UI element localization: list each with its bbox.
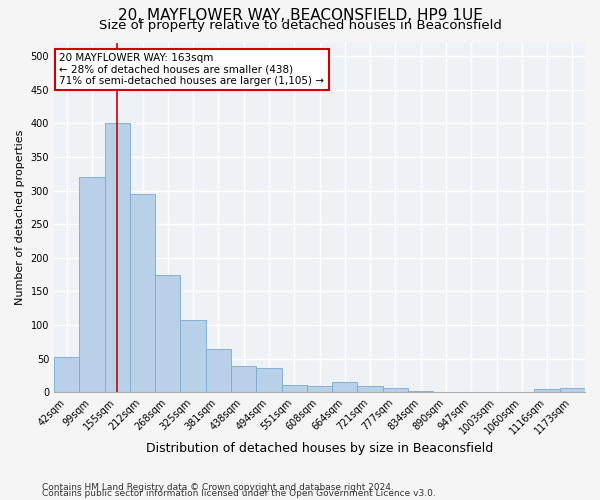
Bar — [206, 348, 231, 393]
Bar — [358, 386, 383, 392]
Bar — [54, 358, 79, 392]
Bar — [408, 391, 433, 392]
Text: Contains public sector information licensed under the Open Government Licence v3: Contains public sector information licen… — [42, 490, 436, 498]
Bar — [79, 177, 104, 392]
Bar — [560, 388, 585, 392]
Text: Size of property relative to detached houses in Beaconsfield: Size of property relative to detached ho… — [98, 19, 502, 32]
Bar — [181, 320, 206, 392]
Bar — [281, 385, 307, 392]
Bar — [307, 386, 332, 392]
Y-axis label: Number of detached properties: Number of detached properties — [15, 130, 25, 305]
X-axis label: Distribution of detached houses by size in Beaconsfield: Distribution of detached houses by size … — [146, 442, 493, 455]
Text: Contains HM Land Registry data © Crown copyright and database right 2024.: Contains HM Land Registry data © Crown c… — [42, 482, 394, 492]
Bar — [256, 368, 281, 392]
Text: 20 MAYFLOWER WAY: 163sqm
← 28% of detached houses are smaller (438)
71% of semi-: 20 MAYFLOWER WAY: 163sqm ← 28% of detach… — [59, 53, 325, 86]
Bar — [383, 388, 408, 392]
Bar — [332, 382, 358, 392]
Bar — [535, 389, 560, 392]
Bar — [155, 274, 181, 392]
Bar — [104, 124, 130, 392]
Bar — [130, 194, 155, 392]
Text: 20, MAYFLOWER WAY, BEACONSFIELD, HP9 1UE: 20, MAYFLOWER WAY, BEACONSFIELD, HP9 1UE — [118, 8, 482, 22]
Bar — [231, 366, 256, 392]
